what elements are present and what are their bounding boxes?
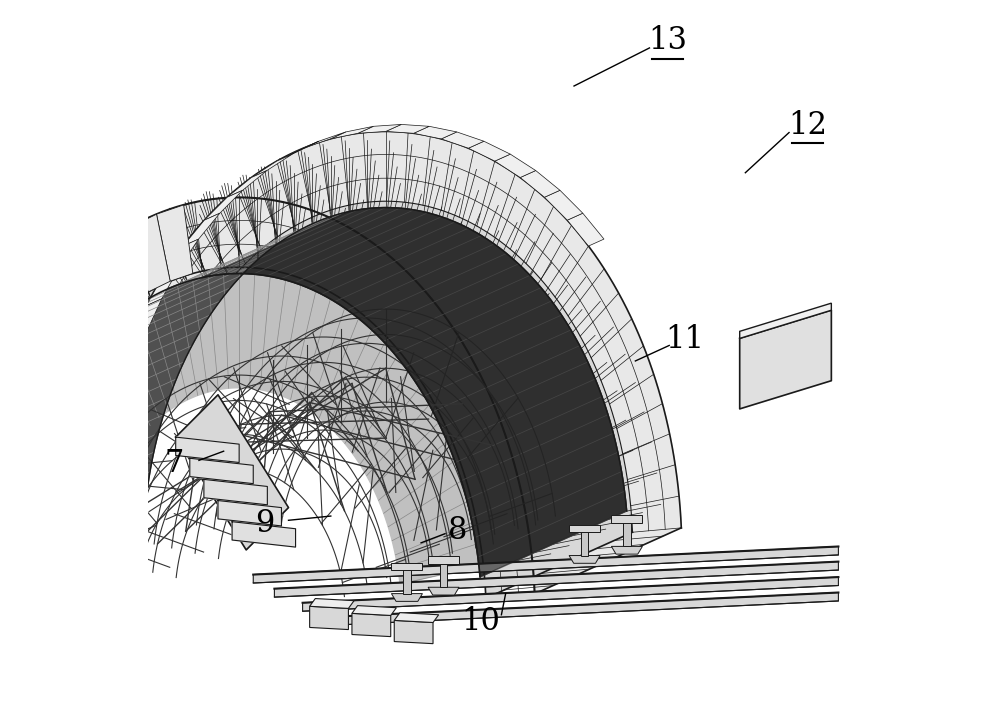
- Polygon shape: [0, 441, 15, 501]
- Polygon shape: [520, 171, 560, 197]
- Polygon shape: [176, 437, 239, 462]
- Polygon shape: [107, 367, 133, 411]
- Polygon shape: [201, 207, 627, 577]
- Polygon shape: [0, 341, 54, 413]
- Text: 7: 7: [165, 448, 184, 479]
- Text: 10: 10: [461, 606, 500, 637]
- Polygon shape: [740, 303, 831, 338]
- Polygon shape: [569, 525, 600, 532]
- Polygon shape: [303, 132, 346, 148]
- Polygon shape: [414, 126, 457, 139]
- Polygon shape: [581, 532, 588, 556]
- Polygon shape: [251, 154, 292, 178]
- Polygon shape: [204, 479, 267, 505]
- Polygon shape: [277, 141, 319, 161]
- Polygon shape: [386, 124, 429, 133]
- Polygon shape: [441, 132, 484, 148]
- Polygon shape: [358, 124, 401, 133]
- Polygon shape: [90, 131, 681, 532]
- Polygon shape: [80, 243, 127, 322]
- Polygon shape: [740, 310, 831, 409]
- Text: 12: 12: [788, 110, 827, 141]
- Text: 9: 9: [255, 508, 274, 539]
- Polygon shape: [176, 395, 288, 550]
- Polygon shape: [93, 442, 115, 489]
- Polygon shape: [218, 501, 281, 526]
- Polygon shape: [394, 613, 439, 623]
- Polygon shape: [310, 606, 348, 630]
- Polygon shape: [58, 263, 107, 341]
- Polygon shape: [0, 405, 26, 470]
- Polygon shape: [204, 190, 243, 220]
- Polygon shape: [394, 620, 433, 644]
- Polygon shape: [352, 606, 396, 615]
- Polygon shape: [0, 274, 479, 584]
- Text: 13: 13: [648, 25, 687, 56]
- Polygon shape: [157, 205, 193, 281]
- Polygon shape: [253, 546, 838, 583]
- Polygon shape: [303, 577, 838, 611]
- Polygon shape: [183, 213, 220, 246]
- Polygon shape: [611, 546, 642, 554]
- Polygon shape: [118, 332, 146, 374]
- Polygon shape: [0, 131, 681, 594]
- Polygon shape: [330, 126, 373, 139]
- Polygon shape: [391, 563, 422, 570]
- Polygon shape: [567, 213, 604, 246]
- Polygon shape: [623, 523, 631, 546]
- Polygon shape: [0, 201, 633, 599]
- Text: 8: 8: [448, 515, 467, 546]
- Polygon shape: [611, 515, 642, 523]
- Polygon shape: [164, 239, 199, 275]
- Polygon shape: [146, 268, 179, 306]
- Polygon shape: [310, 599, 354, 608]
- Polygon shape: [0, 477, 7, 532]
- Polygon shape: [105, 227, 148, 306]
- Polygon shape: [391, 594, 422, 601]
- Polygon shape: [468, 141, 510, 161]
- Polygon shape: [17, 312, 70, 387]
- Polygon shape: [232, 522, 296, 547]
- Polygon shape: [36, 286, 88, 363]
- Polygon shape: [352, 613, 391, 637]
- Polygon shape: [99, 404, 123, 449]
- Polygon shape: [131, 299, 162, 339]
- Polygon shape: [428, 556, 459, 564]
- Polygon shape: [440, 564, 447, 587]
- Polygon shape: [274, 562, 838, 597]
- Polygon shape: [569, 556, 600, 563]
- Polygon shape: [428, 587, 459, 595]
- Polygon shape: [0, 207, 627, 577]
- Text: 11: 11: [665, 324, 704, 355]
- Polygon shape: [190, 458, 253, 484]
- Polygon shape: [331, 592, 838, 625]
- Polygon shape: [0, 372, 39, 441]
- Polygon shape: [544, 190, 583, 220]
- Polygon shape: [227, 171, 267, 197]
- Polygon shape: [130, 214, 170, 292]
- Polygon shape: [495, 154, 536, 178]
- Polygon shape: [403, 570, 411, 594]
